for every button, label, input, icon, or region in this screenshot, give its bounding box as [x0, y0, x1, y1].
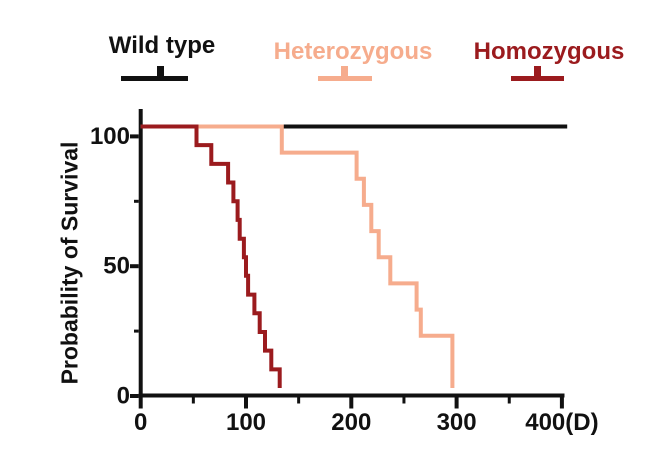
y-tick-label-0: 0 — [117, 383, 130, 410]
legend-label-heterozygous: Heterozygous — [273, 38, 433, 65]
x-tick-label-300: 300 — [437, 409, 477, 436]
x-tick-label-100: 100 — [226, 409, 266, 436]
y-axis-title: Probability of Survival — [56, 141, 83, 385]
legend-label-wild-type: Wild type — [108, 32, 216, 59]
censor-tick-icon-wild-type — [157, 66, 164, 80]
homozygous-survival-curve — [140, 124, 282, 388]
x-tick-label-200: 200 — [331, 409, 371, 436]
legend: Wild type Heterozygous Homozygous — [0, 0, 651, 95]
censor-tick-icon-homozygous — [534, 66, 541, 80]
y-tick-label-100: 100 — [90, 123, 130, 150]
x-tick-label-0: 0 — [134, 409, 147, 436]
legend-label-homozygous: Homozygous — [473, 38, 625, 65]
x-tick-label-400: 400(D) — [525, 409, 598, 436]
legend-line-symbol-wild-type — [121, 76, 188, 81]
censor-tick-icon-heterozygous — [341, 66, 348, 80]
heterozygous-survival-curve — [140, 124, 455, 388]
y-tick-label-50: 50 — [103, 253, 130, 280]
